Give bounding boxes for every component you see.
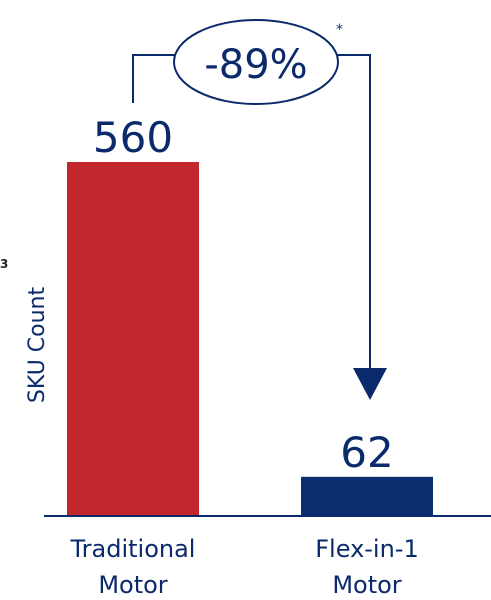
category-label-2-line-1: Flex-in-1 [315, 535, 419, 563]
category-label-1-line-2: Motor [98, 571, 167, 599]
annotation-connector [132, 54, 371, 368]
arrow-head-icon [353, 368, 387, 400]
bar-value-label-1: 560 [93, 113, 173, 162]
bar-value-label-2: 62 [340, 428, 393, 477]
bar-1 [67, 162, 199, 516]
category-label-2-line-2: Motor [332, 571, 401, 599]
annotation-percent: -89% [204, 42, 307, 88]
annotation-ellipse [173, 19, 339, 105]
bar-2 [301, 476, 433, 516]
category-label-1-line-1: Traditional [70, 535, 196, 563]
stray-mark: 3 [0, 257, 8, 271]
annotation-footnote-marker: * [336, 22, 343, 38]
bars-group: 560 Traditional Motor 62 Flex-in-1 Motor [67, 113, 433, 599]
y-axis-label: SKU Count [25, 287, 50, 404]
